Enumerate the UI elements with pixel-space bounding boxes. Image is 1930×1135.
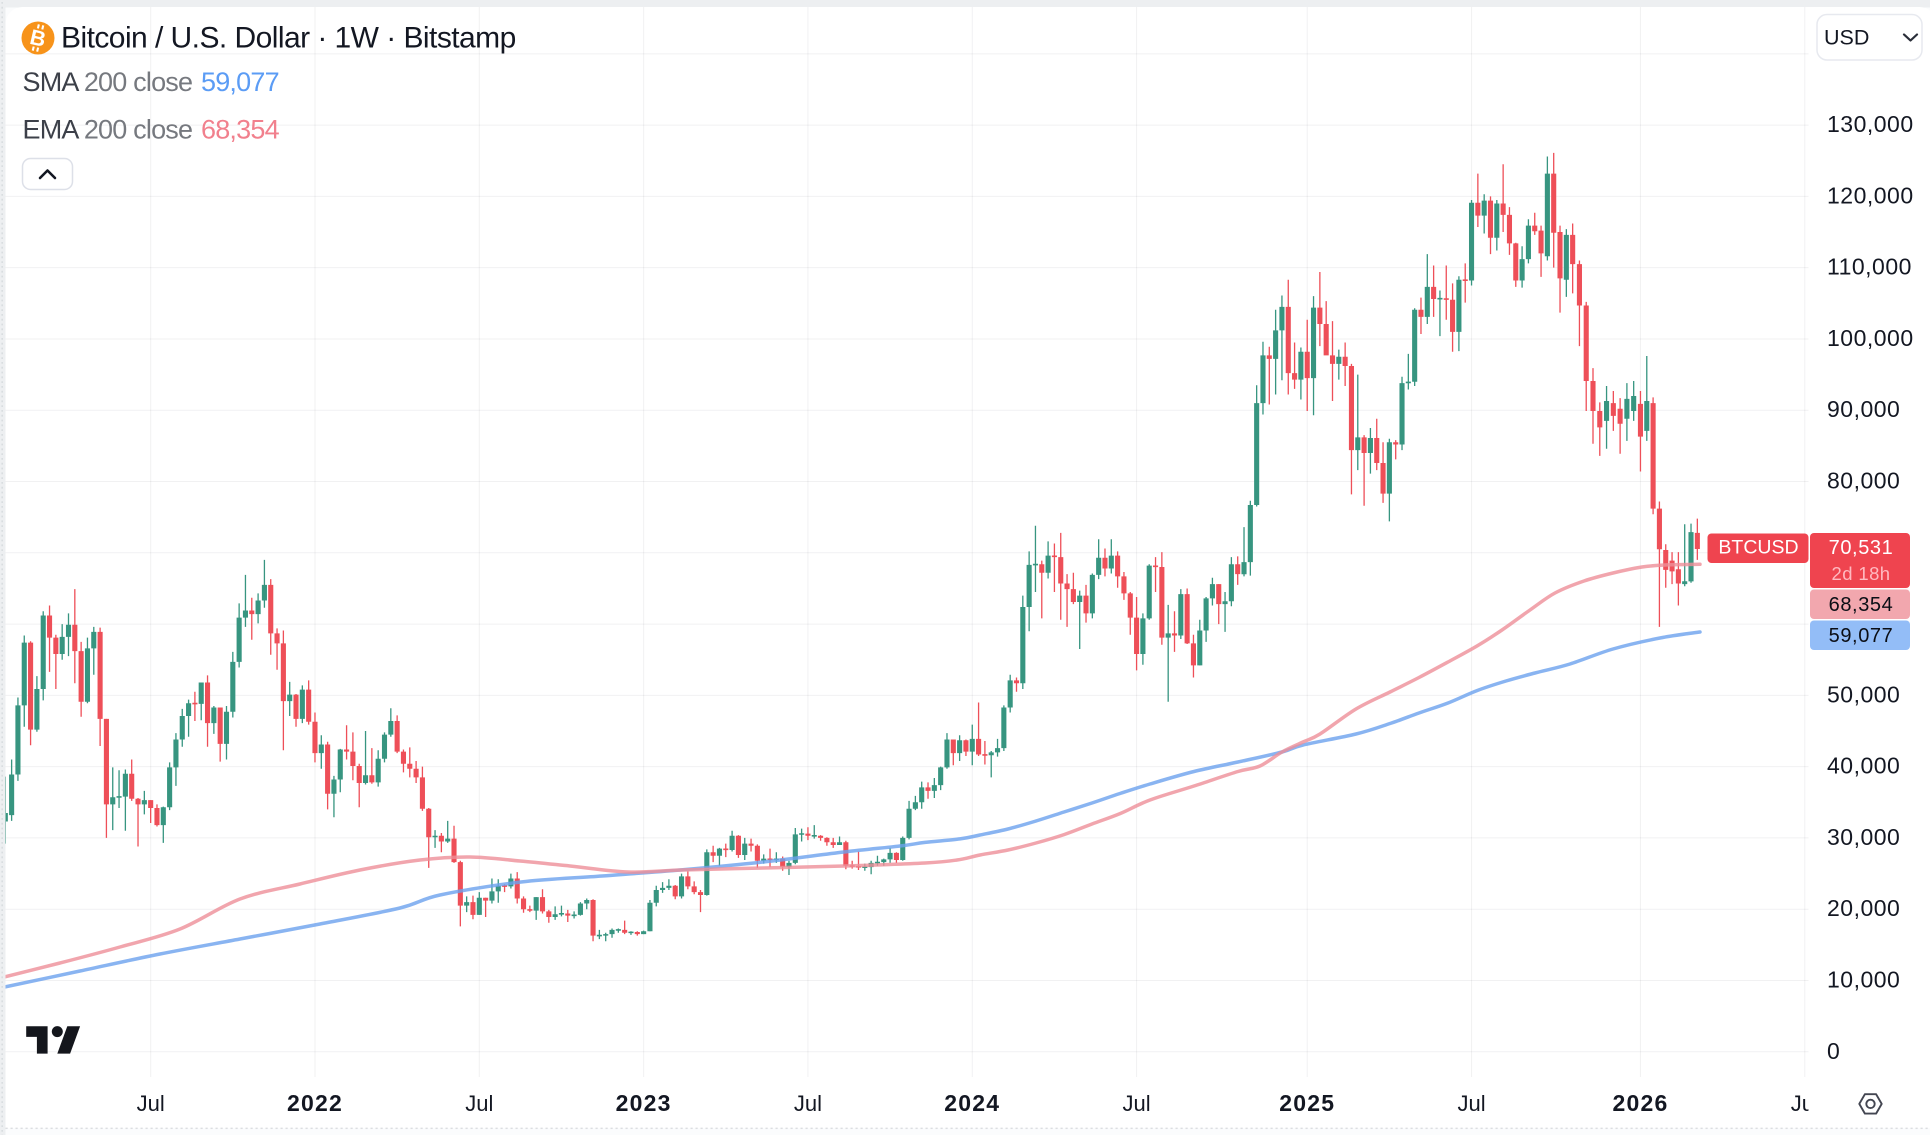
svg-text:40,000: 40,000 <box>1827 753 1900 779</box>
svg-text:SMA 200 close: SMA 200 close <box>23 67 193 97</box>
svg-text:2d 18h: 2d 18h <box>1832 563 1891 584</box>
svg-text:2022: 2022 <box>287 1090 343 1116</box>
svg-text:2024: 2024 <box>944 1090 1000 1116</box>
svg-text:2023: 2023 <box>616 1090 672 1116</box>
svg-text:68,354: 68,354 <box>1829 594 1894 616</box>
svg-text:20,000: 20,000 <box>1827 895 1900 921</box>
svg-text:USD: USD <box>1824 26 1869 50</box>
svg-text:Jul: Jul <box>794 1091 822 1116</box>
svg-text:Jul: Jul <box>1791 1091 1819 1116</box>
svg-text:130,000: 130,000 <box>1827 111 1914 137</box>
svg-text:2025: 2025 <box>1279 1090 1335 1116</box>
svg-text:30,000: 30,000 <box>1827 824 1900 850</box>
svg-text:Jul: Jul <box>1123 1091 1151 1116</box>
svg-text:110,000: 110,000 <box>1827 254 1912 280</box>
svg-text:B: B <box>28 25 49 52</box>
svg-text:59,077: 59,077 <box>201 67 279 97</box>
svg-text:Jul: Jul <box>465 1091 493 1116</box>
svg-text:70,531: 70,531 <box>1829 537 1894 559</box>
svg-text:50,000: 50,000 <box>1827 681 1900 707</box>
svg-text:100,000: 100,000 <box>1827 325 1914 351</box>
svg-text:120,000: 120,000 <box>1827 182 1914 208</box>
svg-text:10,000: 10,000 <box>1827 967 1900 993</box>
svg-text:80,000: 80,000 <box>1827 468 1900 494</box>
svg-text:0: 0 <box>1827 1038 1840 1064</box>
svg-text:EMA 200 close: EMA 200 close <box>23 115 193 145</box>
svg-text:2026: 2026 <box>1612 1090 1668 1116</box>
svg-text:59,077: 59,077 <box>1829 625 1894 647</box>
svg-text:Bitcoin / U.S. Dollar · 1W · B: Bitcoin / U.S. Dollar · 1W · Bitstamp <box>61 22 516 55</box>
svg-text:90,000: 90,000 <box>1827 396 1900 422</box>
svg-text:BTCUSD: BTCUSD <box>1718 537 1798 559</box>
svg-text:Jul: Jul <box>1457 1091 1485 1116</box>
svg-text:Jul: Jul <box>137 1091 165 1116</box>
svg-text:68,354: 68,354 <box>201 115 280 145</box>
